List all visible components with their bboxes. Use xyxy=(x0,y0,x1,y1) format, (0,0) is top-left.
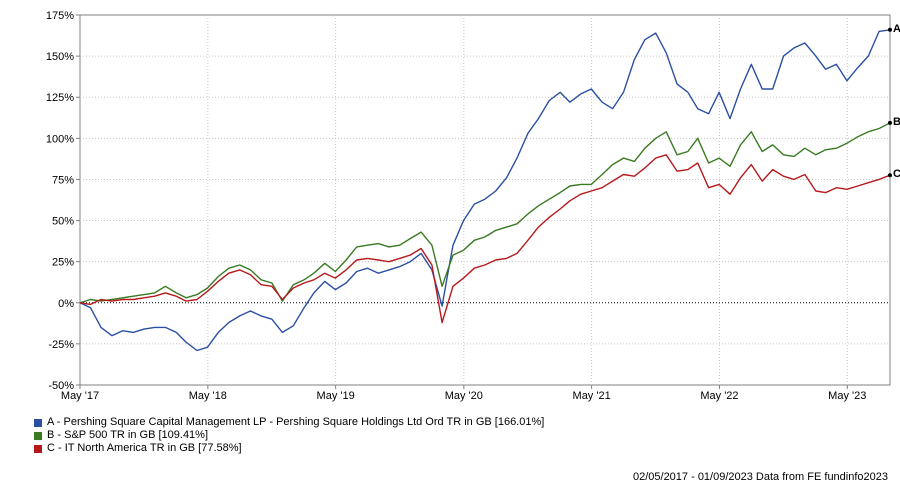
y-tick-label: 175% xyxy=(46,10,74,22)
legend-item-b: B - S&P 500 TR in GB [109.41%] xyxy=(34,429,544,442)
legend-label-a: A - Pershing Square Capital Management L… xyxy=(47,416,545,428)
series-lines xyxy=(79,29,891,352)
footer-source-note: 02/05/2017 - 01/09/2023 Data from FE fun… xyxy=(632,471,888,483)
performance-line-chart: 175% 150% 125% 100% 75% 50% 25% 0% -25% -50% May … xyxy=(46,10,900,402)
legend: A - Pershing Square Capital Management L… xyxy=(34,416,544,455)
y-tick-label: 100% xyxy=(46,133,74,145)
y-tick-label: 25% xyxy=(52,257,74,269)
legend-label-b: B - S&P 500 TR in GB [109.41%] xyxy=(47,429,209,441)
x-tick-label: May '18 xyxy=(189,390,227,402)
series-end-marker-c xyxy=(888,173,892,178)
x-tick-label: May '23 xyxy=(828,390,866,402)
series-line-c xyxy=(79,154,891,324)
series-line-a xyxy=(79,29,891,352)
plot-frame xyxy=(79,14,891,386)
y-tick-label: 0% xyxy=(58,298,74,310)
y-axis-ticks: 175% 150% 125% 100% 75% 50% 25% 0% -25% -50% xyxy=(46,10,80,392)
legend-item-c: C - IT North America TR in GB [77.58%] xyxy=(34,442,544,455)
legend-item-a: A - Pershing Square Capital Management L… xyxy=(34,416,544,429)
series-line-b xyxy=(79,122,891,304)
y-tick-label: -25% xyxy=(48,339,74,351)
series-end-marker-b xyxy=(888,120,892,125)
x-axis-ticks: May '17 May '18 May '19 May '20 May '21 May '… xyxy=(61,385,866,402)
series-end-label-c: C xyxy=(893,168,900,180)
y-tick-label: 50% xyxy=(52,216,74,228)
series-end-label-a: A xyxy=(893,23,900,35)
y-tick-label: 150% xyxy=(46,51,74,63)
legend-swatch-b xyxy=(34,431,42,440)
series-end-marker-a xyxy=(888,27,892,32)
gridlines xyxy=(80,15,890,385)
x-tick-label: May '20 xyxy=(445,390,483,402)
legend-label-c: C - IT North America TR in GB [77.58%] xyxy=(47,442,242,454)
y-tick-label: -50% xyxy=(48,380,74,392)
legend-swatch-a xyxy=(34,418,42,427)
x-tick-label: May '17 xyxy=(61,390,99,402)
y-tick-label: 125% xyxy=(46,92,74,104)
legend-swatch-c xyxy=(34,444,42,453)
x-tick-label: May '21 xyxy=(573,390,611,402)
series-end-label-b: B xyxy=(893,116,900,128)
series-end-labels: A B C xyxy=(888,23,900,180)
y-tick-label: 75% xyxy=(52,174,74,186)
x-tick-label: May '22 xyxy=(700,390,738,402)
x-tick-label: May '19 xyxy=(317,390,355,402)
